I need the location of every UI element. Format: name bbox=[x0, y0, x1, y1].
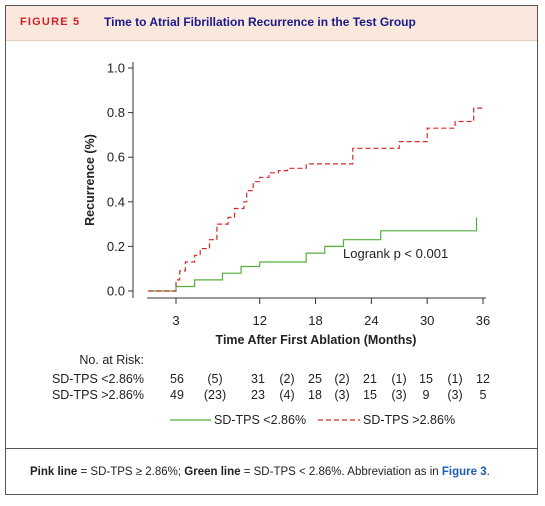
risk-cell: (2) bbox=[279, 372, 294, 386]
risk-cell: 9 bbox=[423, 388, 430, 402]
y-tick-label: 1.0 bbox=[107, 61, 125, 76]
figure-header: FIGURE 5 Time to Atrial Fibrillation Rec… bbox=[6, 6, 537, 41]
risk-cell: (2) bbox=[334, 372, 349, 386]
y-tick-label: 0.6 bbox=[107, 150, 125, 165]
risk-cell: 56 bbox=[170, 372, 184, 386]
risk-cell: (3) bbox=[334, 388, 349, 402]
x-tick-label: 30 bbox=[420, 313, 434, 328]
risk-cell: 15 bbox=[419, 372, 433, 386]
legend-label-low: SD-TPS <2.86% bbox=[214, 413, 306, 427]
risk-cell: (4) bbox=[279, 388, 294, 402]
risk-row-label: SD-TPS <2.86% bbox=[52, 372, 144, 386]
risk-cell: (1) bbox=[391, 372, 406, 386]
x-tick-label: 3 bbox=[172, 313, 179, 328]
y-tick-label: 0.2 bbox=[107, 239, 125, 254]
chart-legend: SD-TPS <2.86% SD-TPS >2.86% bbox=[170, 413, 455, 427]
risk-cell: (3) bbox=[447, 388, 462, 402]
y-axis-label: Recurrence (%) bbox=[83, 134, 97, 226]
risk-cell: 23 bbox=[251, 388, 265, 402]
risk-cell: 15 bbox=[363, 388, 377, 402]
risk-cell: (1) bbox=[447, 372, 462, 386]
figure-title: Time to Atrial Fibrillation Recurrence i… bbox=[104, 15, 416, 29]
figure-label: FIGURE 5 bbox=[20, 16, 81, 28]
series-line-high bbox=[148, 107, 483, 292]
risk-cell: 21 bbox=[363, 372, 377, 386]
chart-axes: 0.0 0.2 0.4 0.6 0.8 1.0 3 12 18 24 30 36 bbox=[107, 61, 490, 329]
figure-caption: Pink line = SD-TPS ≥ 2.86%; Green line =… bbox=[6, 448, 537, 495]
x-tick-label: 12 bbox=[252, 313, 266, 328]
y-tick-label: 0.0 bbox=[107, 284, 125, 299]
figure-3-link[interactable]: Figure 3 bbox=[441, 466, 487, 478]
risk-cell: 49 bbox=[170, 388, 184, 402]
risk-cell: 25 bbox=[308, 372, 322, 386]
x-tick-label: 24 bbox=[364, 313, 378, 328]
risk-cell: (23) bbox=[204, 388, 226, 402]
x-tick-label: 18 bbox=[308, 313, 322, 328]
caption-pink-label: Pink line bbox=[30, 466, 78, 478]
caption-end: . bbox=[486, 466, 490, 478]
risk-cell: 18 bbox=[308, 388, 322, 402]
y-tick-label: 0.4 bbox=[107, 194, 125, 209]
caption-green-text: = SD-TPS < 2.86%. Abbreviation as in bbox=[240, 466, 442, 478]
risk-table: No. at Risk: SD-TPS <2.86% 56 (5) 31 (2) 25 (2)… bbox=[52, 353, 490, 402]
x-axis-label: Time After First Ablation (Months) bbox=[216, 333, 417, 347]
logrank-annotation: Logrank p < 0.001 bbox=[343, 246, 448, 261]
risk-cell: 5 bbox=[480, 388, 487, 402]
figure-frame: FIGURE 5 Time to Atrial Fibrillation Rec… bbox=[5, 5, 538, 495]
caption-green-label: Green line bbox=[184, 466, 241, 478]
risk-cell: 31 bbox=[251, 372, 265, 386]
legend-label-high: SD-TPS >2.86% bbox=[363, 413, 455, 427]
series-line-low bbox=[148, 217, 478, 292]
y-tick-label: 0.8 bbox=[107, 105, 125, 120]
risk-cell: (3) bbox=[391, 388, 406, 402]
risk-cell: 12 bbox=[476, 372, 490, 386]
caption-pink-text: = SD-TPS ≥ 2.86%; bbox=[77, 466, 185, 478]
caption-text: Pink line = SD-TPS ≥ 2.86%; Green line =… bbox=[30, 466, 490, 478]
risk-cell: (5) bbox=[207, 372, 222, 386]
risk-table-title: No. at Risk: bbox=[79, 353, 144, 367]
chart-series bbox=[148, 107, 483, 292]
risk-row-label: SD-TPS >2.86% bbox=[52, 388, 144, 402]
x-tick-label: 36 bbox=[476, 313, 490, 328]
